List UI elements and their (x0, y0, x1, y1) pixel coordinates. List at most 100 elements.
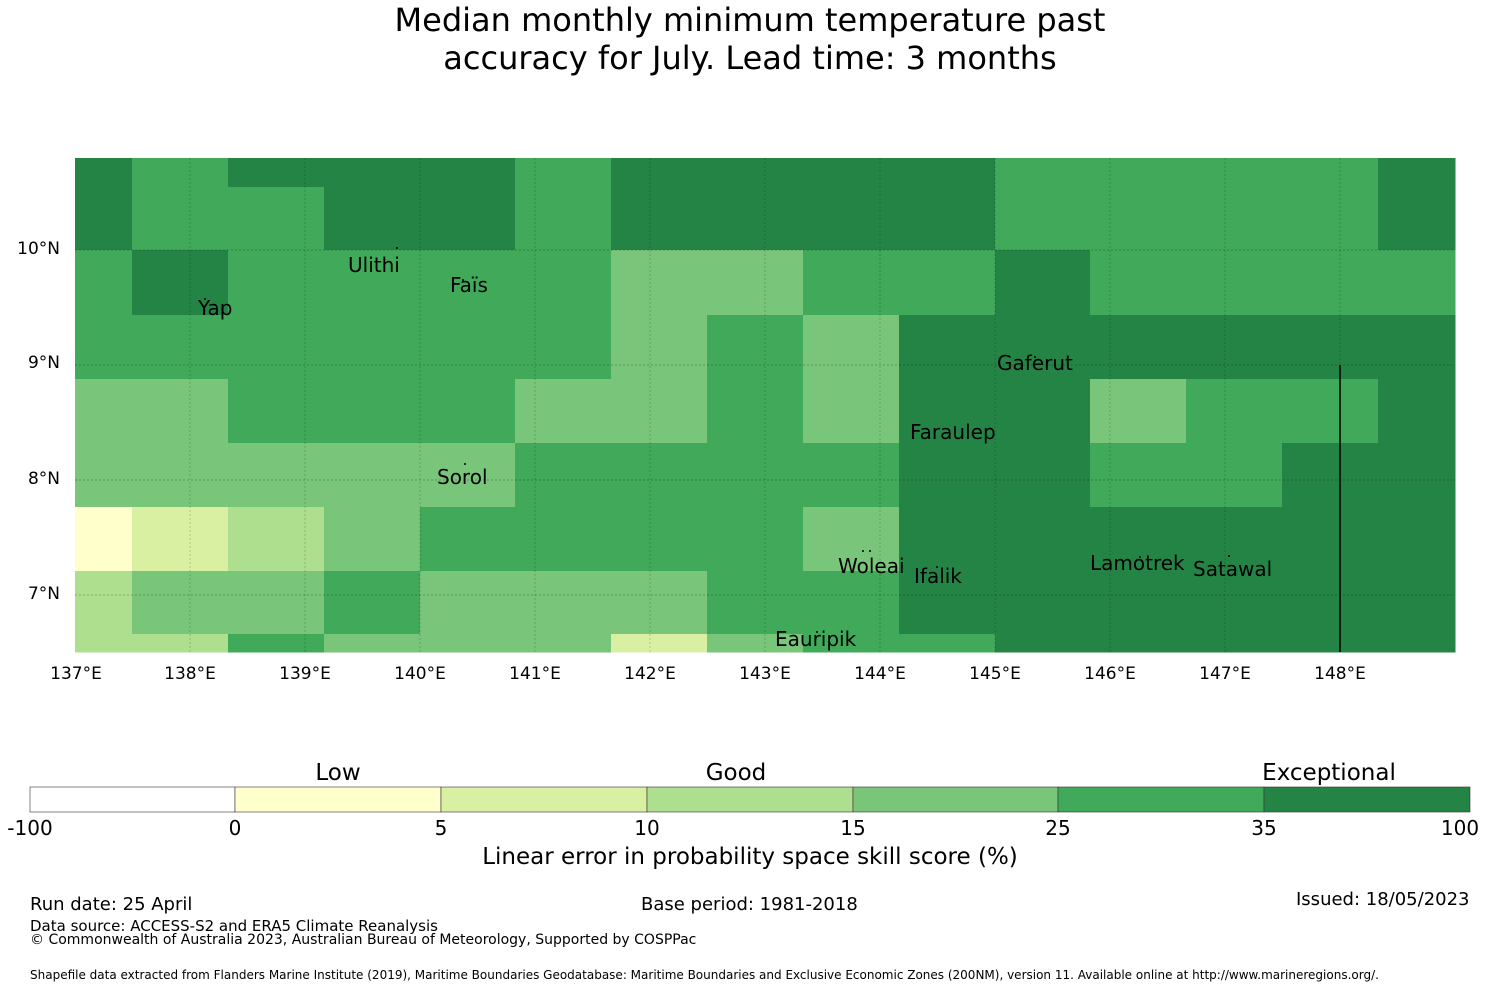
skill-grid-cells (75, 158, 1456, 653)
island-marker (1139, 556, 1141, 558)
skill-grid-cell (515, 158, 612, 188)
island-marker (1034, 356, 1036, 358)
skill-grid-cell (324, 634, 421, 653)
skill-grid-cell (228, 443, 325, 508)
skill-grid-cell (324, 158, 421, 188)
skill-grid-cell (515, 187, 612, 251)
lon-label-144e: 144°E (854, 664, 906, 684)
skill-grid-cell (707, 571, 804, 635)
skill-grid-cell (1186, 250, 1283, 316)
skill-grid-cell (1378, 379, 1456, 444)
skill-grid-cell (228, 250, 325, 316)
skill-grid-cell (1186, 315, 1283, 380)
skill-grid-cell (1186, 443, 1283, 508)
skill-grid-cell (995, 379, 1091, 444)
skill-grid-cell (75, 443, 133, 508)
skill-grid-cell (75, 379, 133, 444)
skill-grid-cell (803, 571, 900, 635)
colorbar-segment (29, 786, 236, 813)
skill-grid-cell (228, 187, 325, 251)
island-marker (464, 463, 466, 465)
place-label-sorol: Sorol (437, 465, 488, 489)
skill-grid-cell (515, 507, 612, 572)
skill-grid-cell (1378, 443, 1456, 508)
skill-grid-cell (515, 634, 612, 653)
skill-grid-cell (611, 158, 708, 188)
island-marker (936, 566, 938, 568)
lon-label-138e: 138°E (164, 664, 216, 684)
skill-grid-cell (611, 571, 708, 635)
skill-grid-cell (228, 507, 325, 572)
place-label-ulithi: Ulithi (348, 253, 400, 277)
skill-grid-cell (707, 158, 804, 188)
colorbar-segment (646, 786, 854, 813)
skill-grid-cell (75, 315, 133, 380)
skill-grid-cell (420, 443, 516, 508)
skill-grid-cell (75, 634, 133, 653)
skill-grid-cell (420, 634, 516, 653)
skill-grid-cell (1282, 187, 1379, 251)
skill-grid-cell (324, 443, 421, 508)
skill-grid-cell (611, 379, 708, 444)
place-label-satawal: Satawal (1193, 557, 1273, 581)
skill-grid-cell (228, 634, 325, 653)
skill-grid-cell (995, 250, 1091, 316)
chart-title-line-2: accuracy for July. Lead time: 3 months (443, 39, 1057, 77)
run-date: Run date: 25 April (30, 894, 193, 915)
skill-grid-cell (132, 634, 229, 653)
skill-grid-cell (611, 315, 708, 380)
skill-grid-cell (803, 187, 900, 251)
skill-grid-cell (1378, 571, 1456, 635)
colorbar-segment (1263, 786, 1471, 813)
base-period: Base period: 1981-2018 (641, 894, 858, 915)
place-label-gaferut: Gaferut (997, 351, 1073, 375)
shapefile-credit: Shapefile data extracted from Flanders M… (30, 968, 1379, 982)
lon-label-148e: 148°E (1314, 664, 1366, 684)
skill-grid-cell (324, 571, 421, 635)
skill-grid-cell (803, 158, 900, 188)
colorbar-segment (234, 786, 442, 813)
lat-label-8n: 8°N (27, 469, 60, 489)
data-source: Data source: ACCESS-S2 and ERA5 Climate … (30, 917, 438, 935)
place-label-fais: Faïs (450, 273, 488, 297)
skill-grid-cell (228, 315, 325, 380)
island-marker (862, 550, 864, 552)
place-label-woleai: Woleai (838, 554, 905, 578)
chart-title-line-1: Median monthly minimum temperature past (394, 1, 1106, 39)
skill-grid-cell (1282, 158, 1379, 188)
skill-grid-cell (132, 158, 229, 188)
place-label-lamotrek: Lamotrek (1090, 551, 1185, 575)
skill-grid-cell (1186, 571, 1283, 635)
skill-grid-cell (707, 634, 804, 653)
skill-grid-cell (324, 379, 421, 444)
skill-grid-cell (899, 187, 996, 251)
skill-grid-cell (803, 443, 900, 508)
skill-grid-cell (420, 507, 516, 572)
place-label-yap: Yap (198, 296, 233, 320)
copyright: © Commonwealth of Australia 2023, Austra… (30, 932, 697, 948)
colorbar-tick: 35 (1251, 816, 1277, 840)
lon-label-140e: 140°E (394, 664, 446, 684)
skill-grid-cell (1090, 507, 1187, 572)
skill-grid-cell (1090, 187, 1187, 251)
skill-grid-cell (1378, 634, 1456, 653)
skill-grid-cell (1378, 250, 1456, 316)
skill-grid-cell (995, 634, 1091, 653)
skill-grid-cell (1282, 379, 1379, 444)
island-marker (816, 631, 818, 633)
skill-grid-cell (707, 443, 804, 508)
island-marker (954, 426, 956, 428)
skill-grid-cell (707, 315, 804, 380)
skill-grid-cell (1186, 379, 1283, 444)
skill-grid-cell (707, 250, 804, 316)
skill-grid-cell (228, 379, 325, 444)
skill-grid-cell (75, 250, 133, 316)
colorbar-category-low: Low (315, 760, 361, 786)
island-marker (462, 279, 464, 281)
colorbar-tick: 0 (228, 816, 242, 840)
skill-grid-cell (132, 379, 229, 444)
skill-grid-cell (899, 507, 996, 572)
skill-grid-cell (1090, 443, 1187, 508)
skill-grid-cell (1282, 315, 1379, 380)
